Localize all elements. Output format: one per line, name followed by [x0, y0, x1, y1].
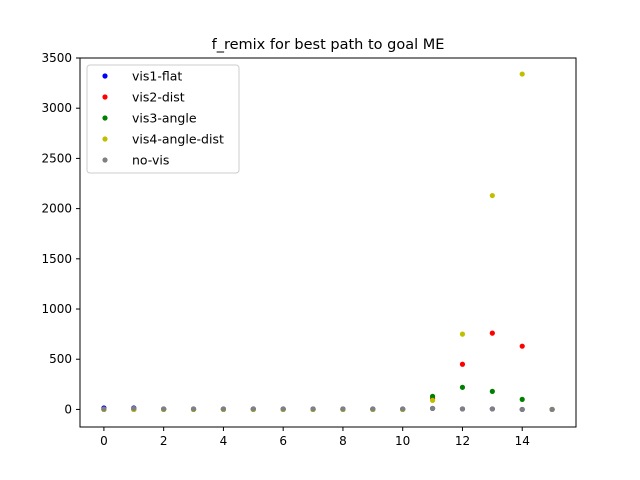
- legend-marker: [102, 157, 108, 163]
- legend-label: vis4-angle-dist: [132, 132, 224, 147]
- data-point: [340, 406, 346, 412]
- y-tick-label: 2000: [41, 202, 72, 216]
- legend-label: vis3-angle: [132, 111, 197, 126]
- data-point: [220, 406, 227, 412]
- data-point: [519, 396, 525, 402]
- series-vis2-dist: [101, 330, 555, 413]
- data-point: [519, 71, 525, 77]
- x-tick-label: 8: [339, 434, 347, 448]
- data-point: [489, 388, 495, 394]
- y-tick-label: 3000: [41, 101, 72, 115]
- data-point: [161, 406, 167, 412]
- legend: vis1-flat vis2-dist vis3-angle vis4-angle-d…: [86, 64, 240, 174]
- axes: 0 2 4 6 8 10 12 14 0 500 1000 1500 2000 2500 3000 3500: [41, 51, 577, 448]
- data-point: [459, 361, 466, 367]
- series-vis3-angle: [101, 384, 555, 413]
- data-point: [459, 384, 466, 390]
- data-point: [310, 406, 316, 412]
- legend-marker: [102, 73, 108, 79]
- x-tick-label: 0: [100, 434, 108, 448]
- data-point: [250, 406, 256, 412]
- y-tick-label: 2500: [41, 151, 72, 165]
- data-point: [400, 406, 406, 412]
- x-tick-label: 4: [220, 434, 228, 448]
- data-point: [429, 393, 436, 399]
- data-point: [489, 330, 495, 336]
- legend-item: vis2-dist: [102, 90, 185, 105]
- data-point: [459, 406, 466, 412]
- data-point: [429, 397, 436, 403]
- x-tick-label: 14: [515, 434, 530, 448]
- plot-frame: [79, 57, 577, 428]
- data-point: [280, 406, 286, 412]
- x-tick-label: 12: [455, 434, 470, 448]
- legend-label: vis2-dist: [132, 90, 185, 105]
- legend-label: no-vis: [132, 153, 169, 168]
- legend-item: vis4-angle-dist: [102, 132, 224, 147]
- data-point: [549, 406, 555, 413]
- y-tick-label: 0: [64, 402, 72, 416]
- data-point: [190, 406, 197, 412]
- data-point: [101, 406, 107, 412]
- legend-marker: [102, 115, 108, 121]
- chart-title: f_remix for best path to goal ME: [212, 37, 445, 53]
- y-tick-label: 1000: [41, 302, 72, 316]
- x-tick-label: 10: [395, 434, 410, 448]
- data-point: [429, 405, 436, 412]
- series-no-vis: [101, 405, 555, 413]
- legend-item: no-vis: [102, 153, 169, 168]
- legend-marker: [102, 136, 108, 142]
- legend-item: vis1-flat: [102, 69, 182, 84]
- x-tick-label: 6: [279, 434, 287, 448]
- y-tick-label: 1500: [41, 252, 72, 266]
- data-point: [519, 343, 525, 349]
- y-tick-label: 3500: [41, 51, 72, 65]
- series-vis1-flat: [101, 405, 555, 413]
- data-point: [489, 406, 495, 412]
- data-point: [459, 331, 466, 337]
- legend-item: vis3-angle: [102, 111, 197, 126]
- plot-marks: [101, 71, 555, 413]
- data-point: [131, 405, 137, 412]
- legend-marker: [102, 94, 108, 100]
- data-point: [519, 406, 525, 413]
- legend-label: vis1-flat: [132, 69, 182, 84]
- data-point: [489, 192, 495, 199]
- y-tick-label: 500: [49, 352, 72, 366]
- x-tick-label: 2: [160, 434, 168, 448]
- data-point: [370, 406, 376, 412]
- legend-box: [86, 64, 240, 174]
